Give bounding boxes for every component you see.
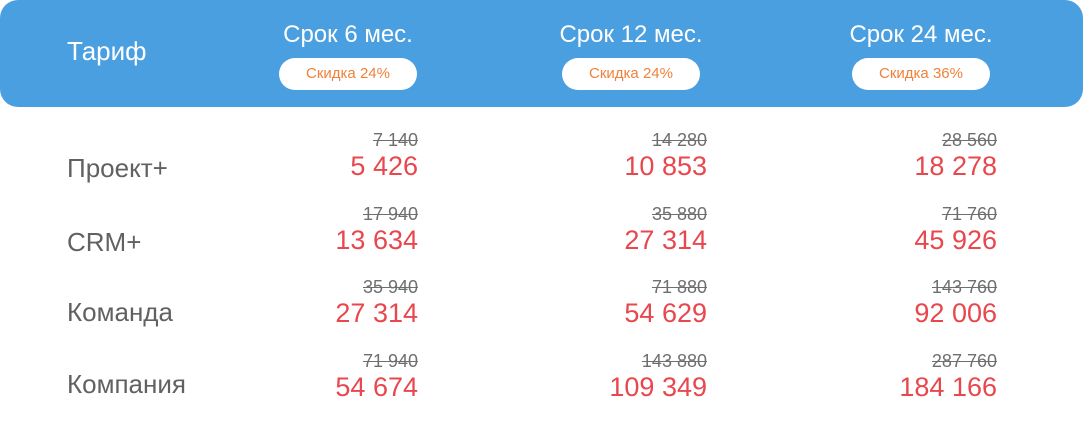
discounted-price: 45 926 xyxy=(914,225,997,255)
old-price: 71 940 xyxy=(362,351,418,371)
discounted-price: 27 314 xyxy=(624,225,707,255)
price-cell: 71 940 54 674 xyxy=(218,351,418,403)
discounted-price: 54 629 xyxy=(624,298,707,328)
price-cell: 71 880 54 629 xyxy=(507,277,707,329)
price-cell: 35 880 27 314 xyxy=(507,204,707,256)
term-24-months: Срок 24 мес. Скидка 36% xyxy=(811,20,1031,90)
discount-badge: Скидка 24% xyxy=(562,58,700,90)
old-price: 7 140 xyxy=(372,130,418,150)
price-cell: 14 280 10 853 xyxy=(507,130,707,182)
term-6-months: Срок 6 мес. Скидка 24% xyxy=(238,20,458,90)
discount-badge: Скидка 24% xyxy=(279,58,417,90)
discounted-price: 27 314 xyxy=(335,298,418,328)
old-price: 287 760 xyxy=(931,351,997,371)
price-cell: 143 760 92 006 xyxy=(797,277,997,329)
price-cell: 143 880 109 349 xyxy=(507,351,707,403)
old-price: 28 560 xyxy=(941,130,997,150)
old-price: 143 880 xyxy=(641,351,707,371)
old-price: 71 880 xyxy=(651,277,707,297)
old-price: 35 880 xyxy=(651,204,707,224)
old-price: 35 940 xyxy=(362,277,418,297)
pricing-header: Тариф Срок 6 мес. Скидка 24% Срок 12 мес… xyxy=(0,0,1083,107)
price-cell: 7 140 5 426 xyxy=(218,130,418,182)
old-price: 17 940 xyxy=(362,204,418,224)
plan-name-team: Команда xyxy=(67,297,173,327)
price-cell: 28 560 18 278 xyxy=(797,130,997,182)
term-label: Срок 6 мес. xyxy=(283,21,413,48)
discounted-price: 109 349 xyxy=(609,372,707,402)
discounted-price: 18 278 xyxy=(914,151,997,181)
tariff-column-title: Тариф xyxy=(67,36,147,66)
old-price: 71 760 xyxy=(941,204,997,224)
plan-name-crm-plus: CRM+ xyxy=(67,227,142,257)
plan-name-company: Компания xyxy=(67,369,186,399)
discounted-price: 184 166 xyxy=(899,372,997,402)
term-12-months: Срок 12 мес. Скидка 24% xyxy=(521,20,741,90)
term-label: Срок 12 мес. xyxy=(559,21,703,48)
price-cell: 35 940 27 314 xyxy=(218,277,418,329)
discounted-price: 10 853 xyxy=(624,151,707,181)
term-label: Срок 24 мес. xyxy=(849,21,993,48)
discounted-price: 54 674 xyxy=(335,372,418,402)
price-cell: 287 760 184 166 xyxy=(797,351,997,403)
price-cell: 71 760 45 926 xyxy=(797,204,997,256)
plan-name-project-plus: Проект+ xyxy=(67,153,168,183)
old-price: 14 280 xyxy=(651,130,707,150)
discounted-price: 5 426 xyxy=(350,151,418,181)
old-price: 143 760 xyxy=(931,277,997,297)
discount-badge: Скидка 36% xyxy=(852,58,990,90)
discounted-price: 13 634 xyxy=(335,225,418,255)
price-cell: 17 940 13 634 xyxy=(218,204,418,256)
discounted-price: 92 006 xyxy=(914,298,997,328)
